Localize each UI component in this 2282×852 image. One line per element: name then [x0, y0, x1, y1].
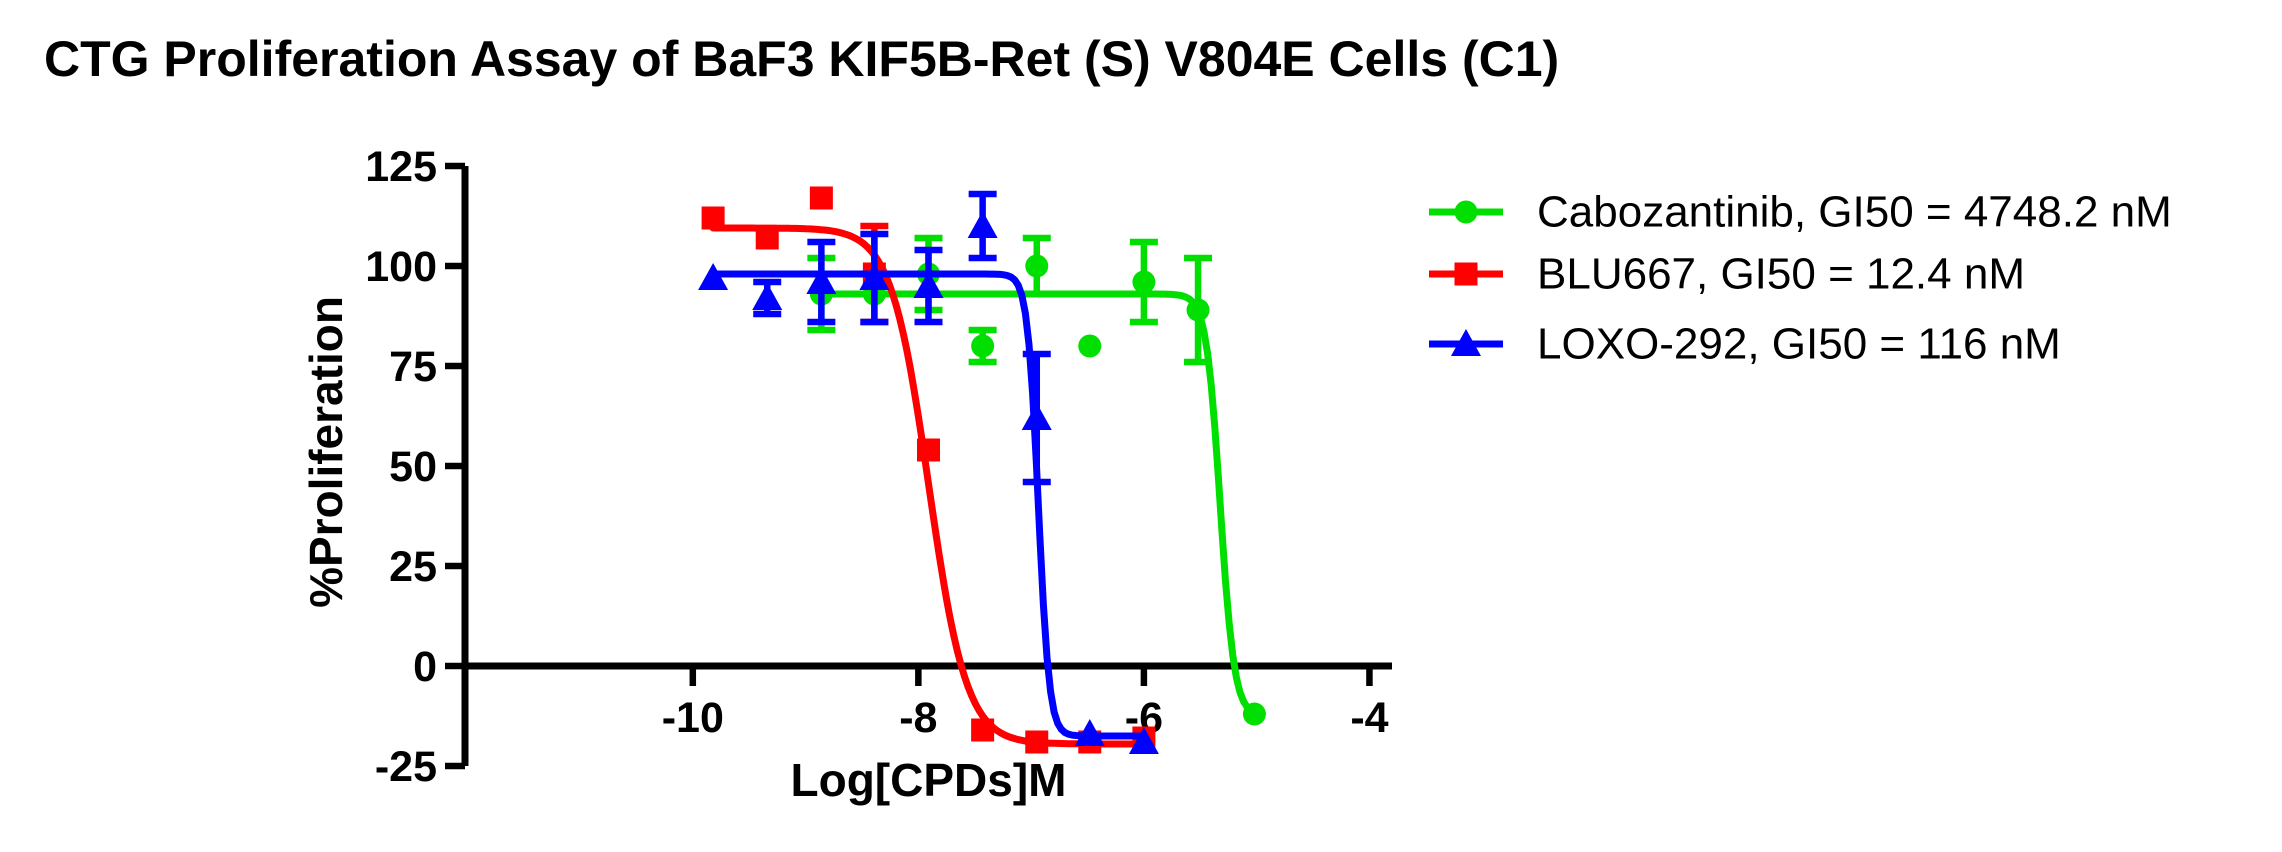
page-title: CTG Proliferation Assay of BaF3 KIF5B-Re… [44, 31, 1560, 87]
y-tick-label: 100 [365, 243, 437, 291]
fit-curve-blu667 [709, 224, 1148, 748]
data-point-square-blu667 [809, 186, 833, 210]
legend-triangle-icon [1451, 329, 1481, 356]
data-point-circle-cabozantinib [1132, 270, 1156, 294]
data-point-square-blu667 [701, 206, 725, 230]
data-point-triangle-loxo292 [806, 267, 837, 294]
data-point-triangle-loxo292 [752, 283, 783, 310]
data-point-circle-cabozantinib [1025, 254, 1049, 278]
data-point-square-blu667 [917, 438, 940, 462]
legend-square-icon [1454, 262, 1478, 286]
data-point-triangle-loxo292 [859, 263, 890, 290]
data-point-circle-cabozantinib [1186, 298, 1210, 322]
legend-label: LOXO-292, GI50 = 116 nM [1537, 320, 2061, 369]
y-tick-label: 75 [389, 343, 437, 391]
data-point-triangle-loxo292 [1021, 403, 1052, 430]
legend-item-cabozantinib: Cabozantinib, GI50 = 4748.2 nM [1429, 188, 2172, 237]
data-point-triangle-loxo292 [967, 211, 998, 238]
y-axis-title: %Proliferation [300, 296, 352, 608]
data-point-triangle-loxo292 [698, 263, 729, 290]
x-tick-label: -4 [1350, 694, 1388, 742]
y-tick-label: -25 [375, 743, 437, 791]
data-point-circle-cabozantinib [1078, 334, 1102, 358]
data-point-circle-cabozantinib [1242, 702, 1266, 726]
y-tick-label: 25 [389, 543, 437, 591]
data-point-square-blu667 [755, 226, 779, 250]
legend-item-blu667: BLU667, GI50 = 12.4 nM [1429, 250, 2025, 299]
legend-item-loxo292: LOXO-292, GI50 = 116 nM [1429, 320, 2061, 369]
data-point-square-blu667 [1025, 730, 1049, 754]
x-tick-label: -8 [899, 694, 937, 742]
series-blu667 [701, 186, 1156, 754]
data-point-square-blu667 [971, 718, 995, 742]
data-point-triangle-loxo292 [913, 271, 944, 298]
x-axis-title: Log[CPDs]M [791, 754, 1067, 806]
series-loxo292 [698, 190, 1159, 754]
y-tick-label: 50 [389, 443, 437, 491]
legend-label: Cabozantinib, GI50 = 4748.2 nM [1537, 188, 2172, 237]
data-point-circle-cabozantinib [971, 334, 995, 358]
legend-label: BLU667, GI50 = 12.4 nM [1537, 250, 2025, 299]
x-tick-label: -10 [662, 694, 724, 742]
y-tick-label: 0 [413, 643, 437, 691]
data-point-triangle-loxo292 [1074, 719, 1105, 746]
legend-circle-icon [1454, 200, 1478, 224]
y-tick-label: 125 [365, 143, 437, 191]
data-point-triangle-loxo292 [1128, 727, 1159, 754]
